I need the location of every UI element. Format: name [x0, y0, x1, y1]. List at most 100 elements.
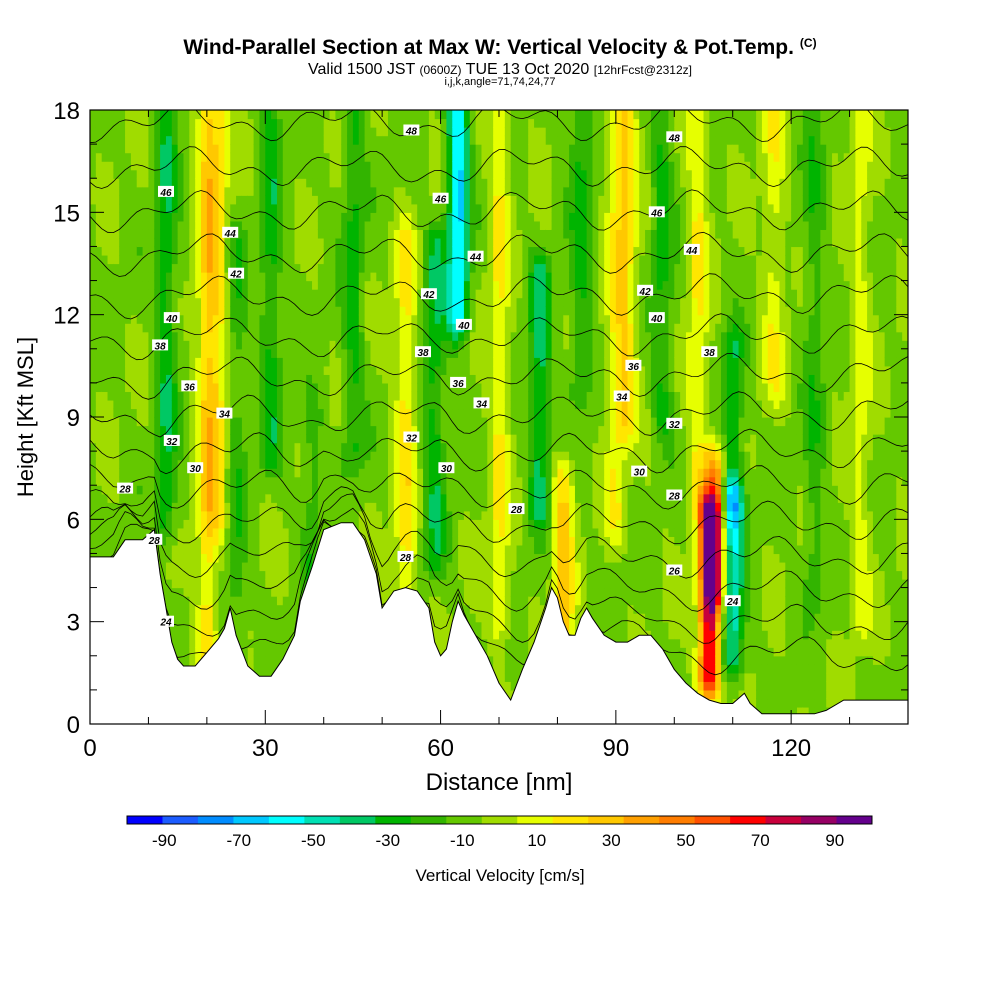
- velocity-cell: [312, 289, 319, 299]
- velocity-cell: [481, 127, 488, 137]
- velocity-cell: [177, 510, 185, 520]
- velocity-cell: [271, 220, 278, 230]
- velocity-cell: [142, 417, 150, 427]
- velocity-cell: [405, 331, 412, 341]
- velocity-cell: [294, 587, 301, 597]
- velocity-cell: [446, 357, 453, 367]
- velocity-cell: [241, 314, 249, 324]
- velocity-cell: [364, 178, 372, 188]
- velocity-cell: [195, 118, 202, 128]
- velocity-cell: [241, 468, 249, 478]
- velocity-cell: [265, 314, 272, 324]
- velocity-cell: [148, 161, 155, 171]
- velocity-cell: [475, 280, 483, 290]
- velocity-cell: [247, 527, 255, 537]
- velocity-cell: [206, 561, 214, 572]
- velocity-cell: [195, 135, 202, 145]
- velocity-cell: [271, 613, 278, 623]
- velocity-cell: [241, 604, 249, 614]
- velocity-cell: [288, 365, 296, 375]
- velocity-cell: [352, 263, 360, 273]
- velocity-cell: [352, 220, 360, 230]
- velocity-cell: [230, 118, 237, 128]
- velocity-cell: [183, 152, 190, 162]
- velocity-cell: [271, 127, 278, 137]
- velocity-cell: [95, 340, 103, 350]
- velocity-cell: [376, 365, 383, 375]
- velocity-cell: [107, 340, 114, 350]
- velocity-cell: [148, 340, 155, 350]
- velocity-cell: [259, 527, 266, 537]
- velocity-cell: [189, 510, 196, 520]
- velocity-cell: [107, 220, 114, 230]
- velocity-cell: [312, 306, 319, 316]
- velocity-cell: [469, 323, 477, 333]
- velocity-cell: [218, 374, 225, 384]
- velocity-cell: [136, 340, 144, 350]
- velocity-cell: [101, 169, 109, 179]
- velocity-cell: [253, 417, 261, 427]
- velocity-cell: [294, 127, 301, 137]
- velocity-cell: [417, 144, 424, 154]
- velocity-cell: [206, 451, 214, 461]
- velocity-cell: [212, 169, 220, 179]
- velocity-cell: [241, 561, 249, 572]
- velocity-cell: [423, 229, 430, 239]
- velocity-cell: [446, 391, 453, 401]
- velocity-cell: [206, 621, 214, 631]
- velocity-cell: [90, 451, 97, 461]
- velocity-cell: [306, 365, 313, 375]
- velocity-cell: [405, 544, 412, 555]
- velocity-cell: [154, 263, 161, 273]
- velocity-cell: [341, 127, 348, 137]
- velocity-cell: [142, 186, 150, 196]
- velocity-cell: [101, 118, 109, 128]
- velocity-cell: [154, 527, 161, 537]
- velocity-cell: [417, 587, 424, 597]
- velocity-cell: [142, 178, 150, 188]
- velocity-cell: [160, 502, 167, 512]
- velocity-cell: [458, 570, 465, 580]
- velocity-cell: [183, 485, 190, 495]
- velocity-cell: [487, 161, 494, 171]
- velocity-cell: [440, 246, 448, 256]
- velocity-cell: [335, 246, 342, 256]
- velocity-cell: [300, 297, 307, 307]
- velocity-cell: [370, 510, 377, 520]
- velocity-cell: [206, 476, 214, 486]
- velocity-cell: [212, 544, 220, 555]
- velocity-cell: [195, 357, 202, 367]
- velocity-cell: [171, 493, 179, 503]
- velocity-cell: [206, 536, 214, 546]
- velocity-cell: [393, 118, 401, 128]
- velocity-cell: [423, 340, 430, 350]
- velocity-cell: [423, 306, 430, 316]
- velocity-cell: [230, 399, 237, 410]
- velocity-cell: [95, 408, 103, 418]
- velocity-cell: [288, 502, 296, 512]
- velocity-cell: [411, 579, 418, 589]
- velocity-cell: [90, 519, 97, 529]
- velocity-cell: [317, 468, 325, 478]
- velocity-cell: [276, 459, 284, 469]
- velocity-cell: [218, 519, 225, 529]
- velocity-cell: [142, 468, 150, 478]
- velocity-cell: [125, 297, 132, 307]
- velocity-cell: [341, 118, 348, 128]
- velocity-cell: [329, 195, 336, 205]
- velocity-cell: [247, 161, 255, 171]
- velocity-cell: [294, 451, 301, 461]
- velocity-cell: [405, 570, 412, 580]
- velocity-cell: [428, 604, 436, 614]
- velocity-cell: [241, 127, 249, 137]
- velocity-cell: [288, 485, 296, 495]
- velocity-cell: [206, 596, 214, 606]
- velocity-cell: [288, 348, 296, 358]
- velocity-cell: [370, 553, 377, 563]
- velocity-cell: [136, 451, 144, 461]
- velocity-cell: [125, 186, 132, 196]
- velocity-cell: [218, 476, 225, 486]
- velocity-cell: [224, 289, 231, 299]
- velocity-cell: [201, 246, 208, 256]
